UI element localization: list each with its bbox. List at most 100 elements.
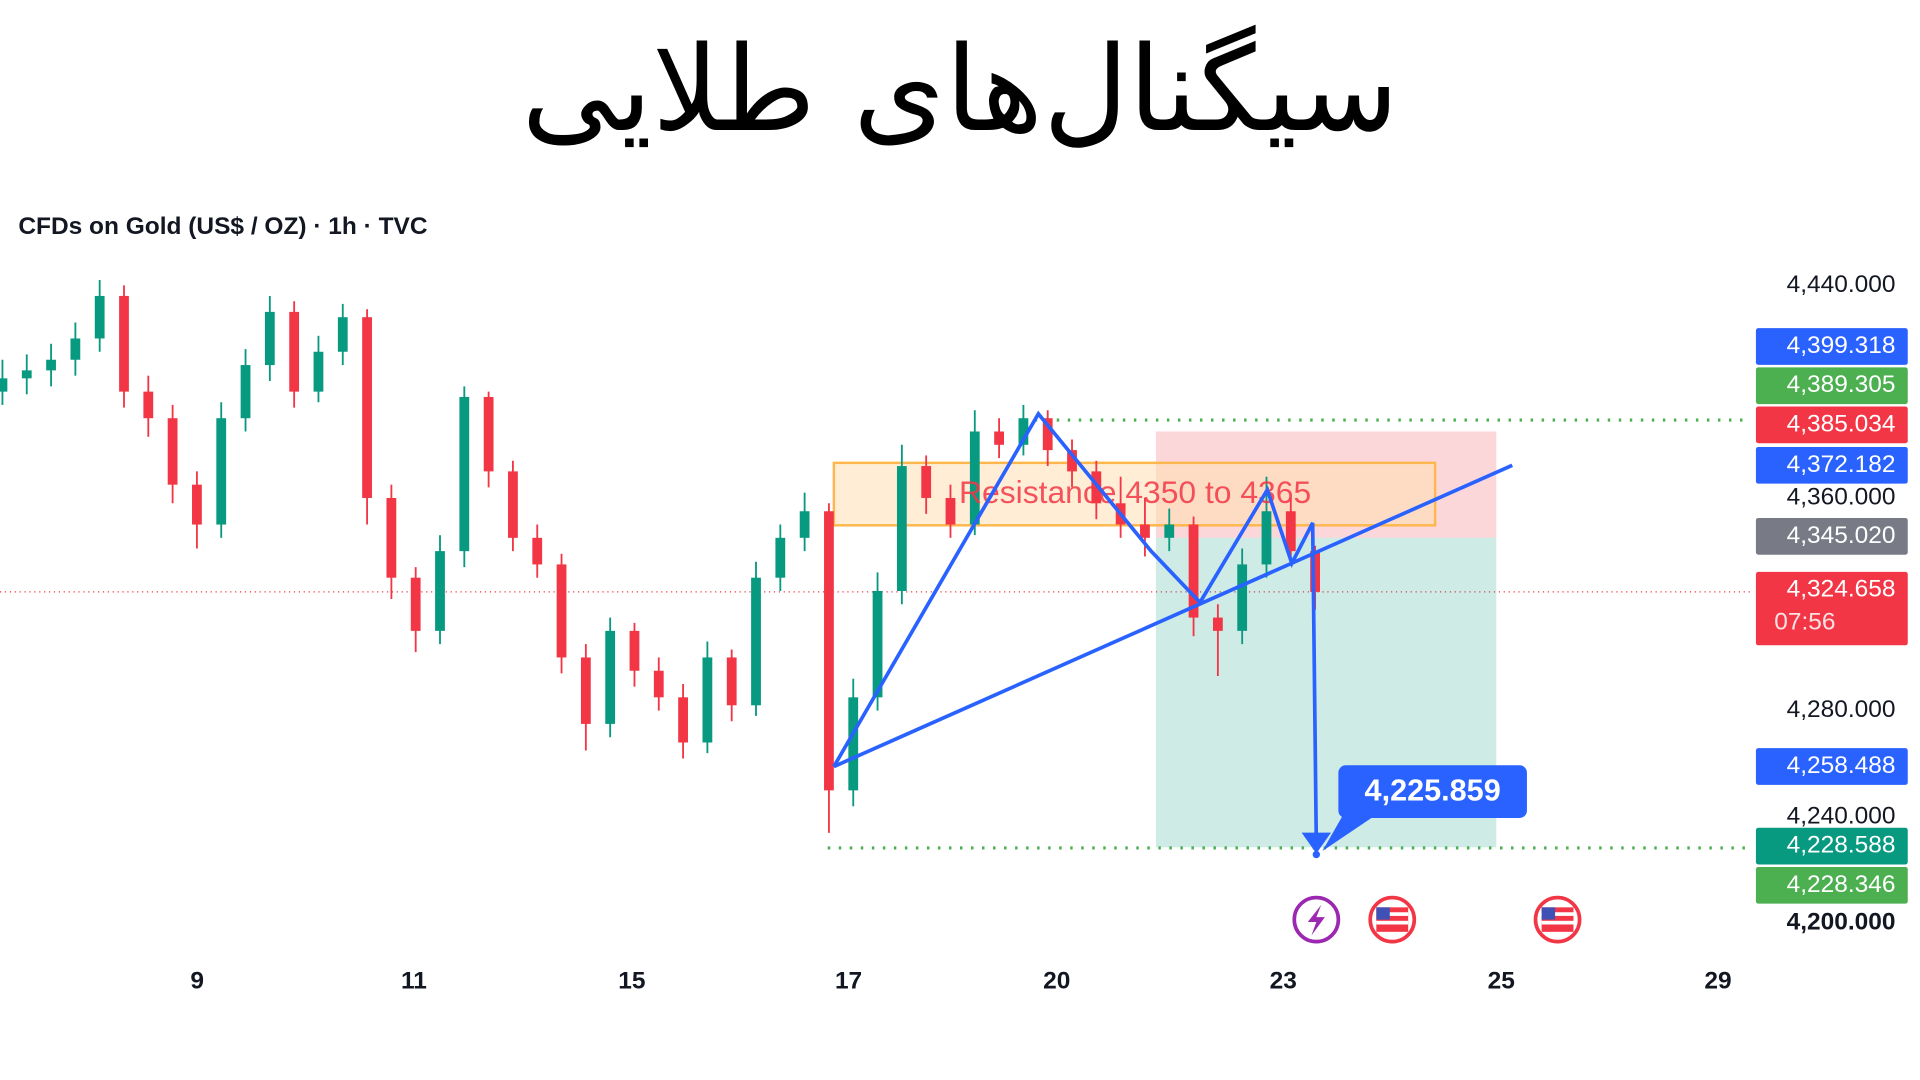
price-tag (1755, 517, 1908, 555)
candle-body (94, 295, 105, 339)
price-tag (1755, 866, 1908, 904)
price-tag (1755, 827, 1908, 865)
candle-body (313, 351, 324, 392)
candle-body (435, 551, 445, 631)
trend-line (833, 463, 1513, 769)
candle-body (362, 317, 372, 498)
resistance-label: Resistance 4350 to 4365 (959, 474, 1311, 510)
candle-body (459, 396, 470, 552)
candle-body (119, 295, 129, 392)
candle-body (532, 537, 543, 565)
candle-body (945, 497, 956, 525)
candle-body (192, 484, 202, 525)
candle-body (653, 670, 664, 698)
candle-body (629, 630, 640, 671)
chart-subtitle: CFDs on Gold (US$ / OZ) · 1h · TVC (18, 213, 427, 240)
candle-body (969, 431, 980, 525)
candle-body (46, 359, 56, 371)
candle-body (1140, 524, 1150, 538)
price-tag-label: 4,258.488 (1787, 752, 1896, 779)
callout-box (1338, 765, 1527, 818)
candle-body (702, 657, 713, 743)
flag-stripe (1376, 912, 1409, 916)
y-tick-label: 4,360.000 (1787, 483, 1896, 510)
page-title: سیگنال‌های طلایی (521, 21, 1398, 158)
candle-body (289, 311, 300, 392)
x-tick-label: 11 (401, 968, 427, 995)
flag-stripe (1376, 920, 1409, 925)
callout-pointer (1322, 808, 1372, 852)
x-tick-label: 23 (1270, 968, 1297, 995)
price-tag (1755, 406, 1908, 444)
candle-body (726, 657, 737, 706)
candle-body (1237, 564, 1248, 631)
price-tag-label: 4,385.034 (1787, 410, 1896, 437)
candle-body (824, 511, 834, 791)
arrow-head (1301, 832, 1332, 854)
candle-body (896, 466, 907, 591)
candle-body (1018, 418, 1029, 445)
candle-body (21, 370, 32, 379)
price-tag (1755, 571, 1908, 646)
candle-body (1042, 418, 1053, 451)
event-icons (1292, 895, 1582, 944)
axes: 4,440.000 4,360.000 4,280.000 4,240.000 4,20… (190, 271, 1908, 995)
candle-body (1067, 450, 1077, 472)
price-tag-label: 4,324.658 (1787, 576, 1896, 603)
candles (0, 279, 1320, 833)
candle-body (410, 577, 421, 631)
candle-body (872, 590, 883, 698)
candle-body (994, 431, 1004, 445)
flag-stripe (1541, 920, 1574, 925)
x-tick-label: 29 (1704, 968, 1731, 995)
target-point (1312, 850, 1320, 859)
candle-body (605, 630, 616, 724)
candle-body (1188, 524, 1199, 618)
countdown: 07:56 (1774, 609, 1835, 636)
candle-body (264, 311, 275, 366)
candle-body (678, 697, 688, 743)
x-tick-label: 25 (1488, 968, 1515, 995)
candle-body (70, 338, 81, 360)
candle-body (216, 418, 227, 525)
candle-body (751, 577, 761, 706)
price-tag-label: 4,399.318 (1787, 332, 1896, 359)
price-tag-label: 4,345.020 (1787, 522, 1896, 549)
candle-body (1212, 617, 1223, 631)
lightning (1307, 904, 1325, 936)
price-tag (1755, 446, 1908, 484)
candle-body (921, 466, 932, 498)
flag-canton (1541, 907, 1556, 920)
candle-body (508, 471, 518, 538)
y-tick-label: 4,240.000 (1787, 802, 1896, 829)
candle-body (1310, 551, 1320, 592)
candle-body (143, 391, 154, 419)
x-tick-label: 15 (618, 968, 645, 995)
price-tag-label: 4,372.182 (1787, 451, 1896, 478)
x-tick-label: 9 (190, 968, 204, 995)
candle-body (1164, 524, 1175, 538)
candle-body (1285, 511, 1296, 552)
callout-label: 4,225.859 (1365, 773, 1501, 807)
price-tag (1755, 367, 1908, 405)
price-tag (1755, 748, 1908, 785)
candle-body (580, 657, 591, 724)
y-tick-label: 4,200.000 (1787, 909, 1896, 936)
price-tag (1755, 328, 1908, 365)
price-tag-label: 4,228.588 (1787, 832, 1896, 859)
candle-body (556, 564, 567, 658)
target-callout: 4,225.859 (1322, 765, 1527, 852)
x-tick-label: 17 (835, 968, 862, 995)
y-tick-label: 4,280.000 (1787, 696, 1896, 723)
flag-canton (1376, 907, 1390, 920)
pattern-line (832, 410, 1319, 845)
candle-body (483, 396, 494, 472)
candle-body (848, 697, 859, 791)
candle-body (775, 537, 786, 578)
candle-body (386, 497, 397, 578)
y-tick-label: 4,440.000 (1787, 271, 1896, 298)
resistance-box (832, 461, 1437, 527)
x-tick-label: 20 (1043, 968, 1070, 995)
candle-body (1261, 511, 1272, 565)
